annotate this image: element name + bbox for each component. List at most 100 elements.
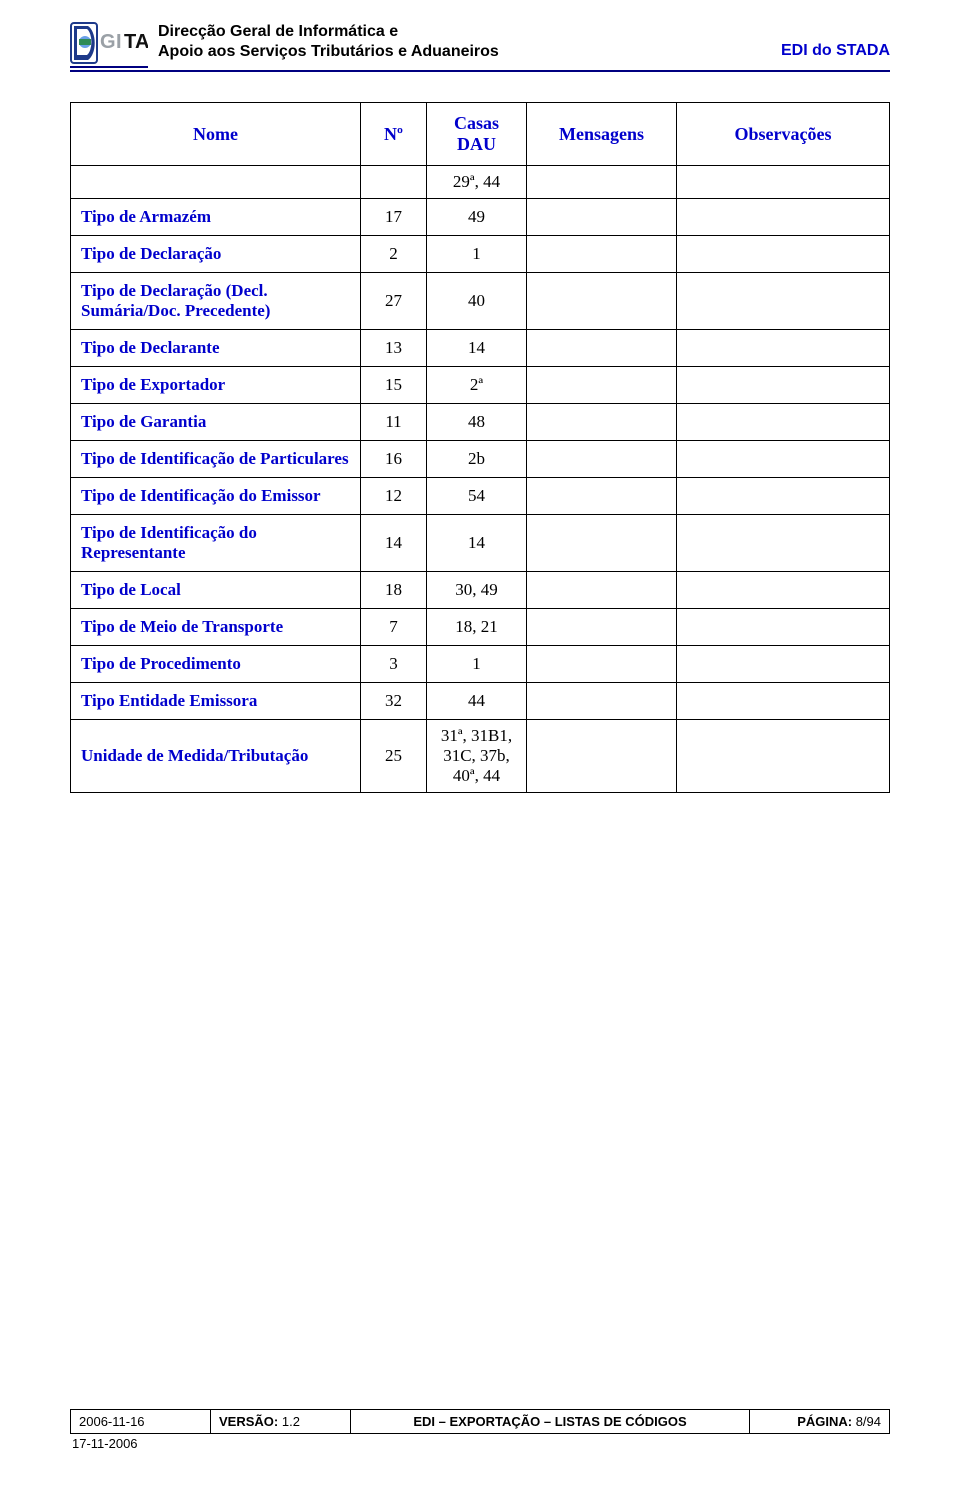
logo-svg: G I T A — [70, 22, 148, 66]
cell-mensagens — [527, 199, 677, 236]
cell-no: 12 — [361, 478, 427, 515]
cell-obs — [677, 367, 890, 404]
svg-text:A: A — [135, 31, 148, 53]
table-row: Tipo de Declaração21 — [71, 236, 890, 273]
cell-nome: Tipo de Meio de Transporte — [71, 609, 361, 646]
org-line-1: Direcção Geral de Informática e — [158, 22, 499, 42]
table-row: Tipo de Identificação do Representante14… — [71, 515, 890, 572]
table-header-row: Nome Nº Casas DAU Mensagens Observações — [71, 103, 890, 166]
cell-casas: 29ª, 44 — [427, 166, 527, 199]
cell-nome: Tipo de Identificação do Emissor — [71, 478, 361, 515]
cell-obs — [677, 273, 890, 330]
cell-nome: Tipo de Exportador — [71, 367, 361, 404]
cell-casas: 31ª, 31B1, 31C, 37b, 40ª, 44 — [427, 720, 527, 793]
header-org: Direcção Geral de Informática e Apoio ao… — [158, 22, 499, 62]
cell-casas: 14 — [427, 515, 527, 572]
table-row: Tipo de Declarante1314 — [71, 330, 890, 367]
cell-casas: 30, 49 — [427, 572, 527, 609]
cell-casas: 54 — [427, 478, 527, 515]
header-text: Direcção Geral de Informática e Apoio ao… — [158, 22, 890, 62]
footer-version-cell: VERSÃO: 1.2 — [211, 1410, 351, 1434]
cell-no: 15 — [361, 367, 427, 404]
cell-no: 2 — [361, 236, 427, 273]
cell-obs — [677, 236, 890, 273]
footer-version-label: VERSÃO: — [219, 1414, 278, 1429]
cell-no: 16 — [361, 441, 427, 478]
footer-version-value: 1.2 — [278, 1414, 300, 1429]
cell-obs — [677, 572, 890, 609]
cell-mensagens — [527, 166, 677, 199]
svg-text:I: I — [116, 31, 122, 53]
cell-mensagens — [527, 646, 677, 683]
cell-no: 27 — [361, 273, 427, 330]
col-nome: Nome — [71, 103, 361, 166]
footer-page-value: 8/94 — [852, 1414, 881, 1429]
cell-nome: Tipo de Procedimento — [71, 646, 361, 683]
cell-mensagens — [527, 720, 677, 793]
cell-no: 18 — [361, 572, 427, 609]
cell-nome: Tipo de Declaração — [71, 236, 361, 273]
table-row: Tipo de Identificação do Emissor1254 — [71, 478, 890, 515]
table-body: 29ª, 44Tipo de Armazém1749Tipo de Declar… — [71, 166, 890, 793]
col-casas: Casas DAU — [427, 103, 527, 166]
cell-no: 32 — [361, 683, 427, 720]
cell-casas: 1 — [427, 646, 527, 683]
table-row: Unidade de Medida/Tributação2531ª, 31B1,… — [71, 720, 890, 793]
cell-casas: 49 — [427, 199, 527, 236]
table-row: Tipo de Procedimento31 — [71, 646, 890, 683]
cell-casas: 1 — [427, 236, 527, 273]
table-row: Tipo Entidade Emissora3244 — [71, 683, 890, 720]
cell-no: 13 — [361, 330, 427, 367]
cell-mensagens — [527, 441, 677, 478]
cell-obs — [677, 515, 890, 572]
cell-no: 14 — [361, 515, 427, 572]
table-row: Tipo de Garantia1148 — [71, 404, 890, 441]
cell-no — [361, 166, 427, 199]
page-footer: 2006-11-16 VERSÃO: 1.2 EDI – EXPORTAÇÃO … — [70, 1409, 890, 1451]
cell-obs — [677, 330, 890, 367]
table-row: Tipo de Declaração (Decl. Sumária/Doc. P… — [71, 273, 890, 330]
main-table: Nome Nº Casas DAU Mensagens Observações … — [70, 102, 890, 793]
footer-table: 2006-11-16 VERSÃO: 1.2 EDI – EXPORTAÇÃO … — [70, 1409, 890, 1434]
cell-no: 25 — [361, 720, 427, 793]
cell-mensagens — [527, 572, 677, 609]
cell-mensagens — [527, 367, 677, 404]
col-obs: Observações — [677, 103, 890, 166]
cell-casas: 18, 21 — [427, 609, 527, 646]
header-right: EDI do STADA — [781, 42, 890, 62]
org-line-2: Apoio aos Serviços Tributários e Aduanei… — [158, 42, 499, 62]
footer-page-cell: PÁGINA: 8/94 — [750, 1410, 890, 1434]
table-row: Tipo de Meio de Transporte718, 21 — [71, 609, 890, 646]
cell-casas: 40 — [427, 273, 527, 330]
cell-obs — [677, 404, 890, 441]
table-row: Tipo de Local1830, 49 — [71, 572, 890, 609]
cell-casas: 48 — [427, 404, 527, 441]
table-row: Tipo de Armazém1749 — [71, 199, 890, 236]
footer-below-date: 17-11-2006 — [70, 1436, 890, 1451]
cell-no: 11 — [361, 404, 427, 441]
cell-mensagens — [527, 478, 677, 515]
cell-obs — [677, 720, 890, 793]
footer-page-label: PÁGINA: — [797, 1414, 852, 1429]
cell-nome: Tipo de Declaração (Decl. Sumária/Doc. P… — [71, 273, 361, 330]
cell-nome: Tipo de Garantia — [71, 404, 361, 441]
footer-center-cell: EDI – EXPORTAÇÃO – LISTAS DE CÓDIGOS — [351, 1410, 750, 1434]
cell-obs — [677, 199, 890, 236]
footer-center: EDI – EXPORTAÇÃO – LISTAS DE CÓDIGOS — [413, 1414, 686, 1429]
cell-nome: Tipo de Identificação do Representante — [71, 515, 361, 572]
cell-obs — [677, 683, 890, 720]
cell-nome: Tipo Entidade Emissora — [71, 683, 361, 720]
col-no: Nº — [361, 103, 427, 166]
cell-mensagens — [527, 236, 677, 273]
cell-obs — [677, 166, 890, 199]
cell-obs — [677, 646, 890, 683]
cell-casas: 2b — [427, 441, 527, 478]
cell-nome: Tipo de Local — [71, 572, 361, 609]
table-row: Tipo de Exportador152ª — [71, 367, 890, 404]
cell-mensagens — [527, 273, 677, 330]
cell-no: 7 — [361, 609, 427, 646]
cell-mensagens — [527, 683, 677, 720]
cell-casas: 44 — [427, 683, 527, 720]
cell-no: 3 — [361, 646, 427, 683]
cell-obs — [677, 441, 890, 478]
